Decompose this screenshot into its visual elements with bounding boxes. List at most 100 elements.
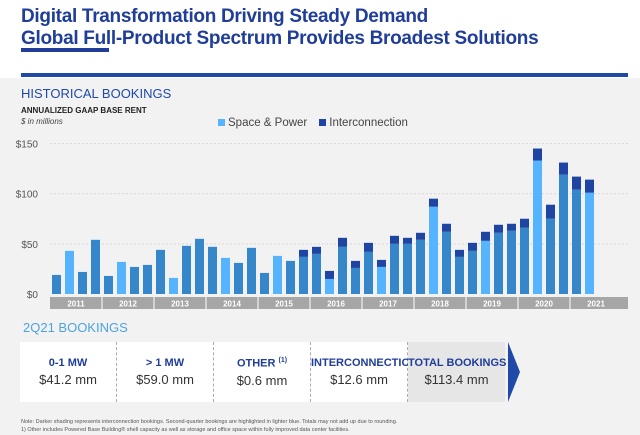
bar-space-power [325,278,334,294]
bar-space-power [221,257,230,294]
bar-space-power [130,266,139,294]
section-rule [21,73,628,77]
bar-interconnection [481,231,490,241]
bar-space-power [468,250,477,294]
box-label-text: OTHER [236,357,279,370]
x-year-label: 2013 [171,300,189,309]
bar-space-power [481,240,490,294]
x-year-label: 2020 [535,300,553,309]
legend-swatch [218,119,225,126]
bar-space-power [234,262,243,294]
bar-space-power [494,232,503,294]
bar-space-power [273,255,282,294]
bar-interconnection [520,218,529,228]
bar-space-power [533,160,542,294]
legend-label: Interconnection [329,117,408,129]
bar-interconnection [325,270,334,279]
bar-interconnection [585,179,594,193]
bar-interconnection [546,204,555,219]
bar-space-power [364,251,373,294]
bar-space-power [559,174,568,294]
bar-interconnection [572,176,581,190]
bar-space-power [299,256,308,294]
bar-space-power [52,274,61,294]
box-value: $0.6 mm [236,372,288,388]
x-year-label: 2018 [431,300,449,309]
legend-space-power: Space & Power [218,117,307,129]
bar-space-power [403,243,412,294]
legend-interconnection: Interconnection [319,117,408,129]
bar-interconnection [377,259,386,267]
x-year-label: 2015 [275,300,293,309]
bar-space-power [572,189,581,294]
year-band [50,297,628,309]
note-line1: Note: Darker shading represents intercon… [21,419,398,425]
bar-interconnection [559,162,568,175]
x-year-label: 2016 [327,300,345,309]
slide-header [0,0,640,78]
slide-title-line2: Global Full-Product Spectrum Provides Br… [21,28,539,49]
bar-space-power [429,206,438,294]
box-value: $41.2 mm [39,372,97,387]
section-title: HISTORICAL BOOKINGS [21,86,172,101]
box-label: 0-1 MW [48,357,88,369]
bar-space-power [104,275,113,294]
bar-space-power [390,243,399,294]
x-year-label: 2014 [223,300,241,309]
box-value: $59.0 mm [136,372,194,387]
bar-space-power [520,227,529,294]
bar-space-power [312,253,321,294]
bar-space-power [78,271,87,294]
legend-label: Space & Power [228,117,308,129]
box-value: $12.6 mm [330,372,388,387]
legend-swatch [319,119,327,126]
x-year-label: 2017 [379,300,397,309]
box-other: OTHER (1) $0.6 mm [214,342,311,402]
bar-space-power [351,267,360,294]
bar-space-power [286,260,295,294]
bar-interconnection [299,249,308,257]
bar-space-power [156,249,165,294]
bookings-summary: 0-1 MW $41.2 mm > 1 MW $59.0 mm OTHER (1) $… [20,342,520,402]
x-year-label: 2011 [67,300,85,309]
arrow-icon [508,342,520,402]
x-year-label: 2012 [119,300,137,309]
box-label: > 1 MW [145,357,185,369]
box-0-1mw: 0-1 MW $41.2 mm [20,342,117,402]
bar-space-power [247,247,256,294]
bar-interconnection [507,223,516,231]
bar-interconnection [338,237,347,247]
box-total: TOTAL BOOKINGS $113.4 mm [408,342,507,402]
bar-interconnection [533,148,542,161]
bar-interconnection [442,223,451,232]
bar-interconnection [494,224,503,233]
chart-legend: Space & Power Interconnection [218,117,408,129]
bar-space-power [195,238,204,294]
y-tick-label: $50 [21,240,38,251]
bookings-chart: $0 $50 $100 $150 2011 2012 2013 2014 2015 2016 201… [16,140,628,309]
box-over-1mw: > 1 MW $59.0 mm [117,342,214,402]
bar-interconnection [312,246,321,254]
slide-title-line1: Digital Transformation Driving Steady De… [21,6,428,27]
box-interconnection: INTERCONNECTION $12.6 mm [311,342,418,402]
bar-space-power [455,256,464,294]
bar-interconnection [364,242,373,252]
box-label: TOTAL BOOKINGS [408,357,507,369]
bar-space-power [208,246,217,294]
bar-interconnection [390,235,399,244]
bar-space-power [260,272,269,294]
y-tick-label: $100 [16,190,39,201]
bar-space-power [169,277,178,294]
bookings-title: 2Q21 BOOKINGS [23,320,128,335]
bar-space-power [507,230,516,294]
x-year-label: 2019 [483,300,501,309]
note-line2: 1) Other includes Powered Base Building®… [21,427,350,433]
bar-interconnection [351,260,360,268]
bar-space-power [143,264,152,294]
title-underline [21,48,109,52]
bar-space-power [182,245,191,294]
bar-space-power [546,218,555,294]
bar-space-power [442,231,451,294]
unit-label: $ in millions [21,117,63,126]
bar-interconnection [455,249,464,257]
